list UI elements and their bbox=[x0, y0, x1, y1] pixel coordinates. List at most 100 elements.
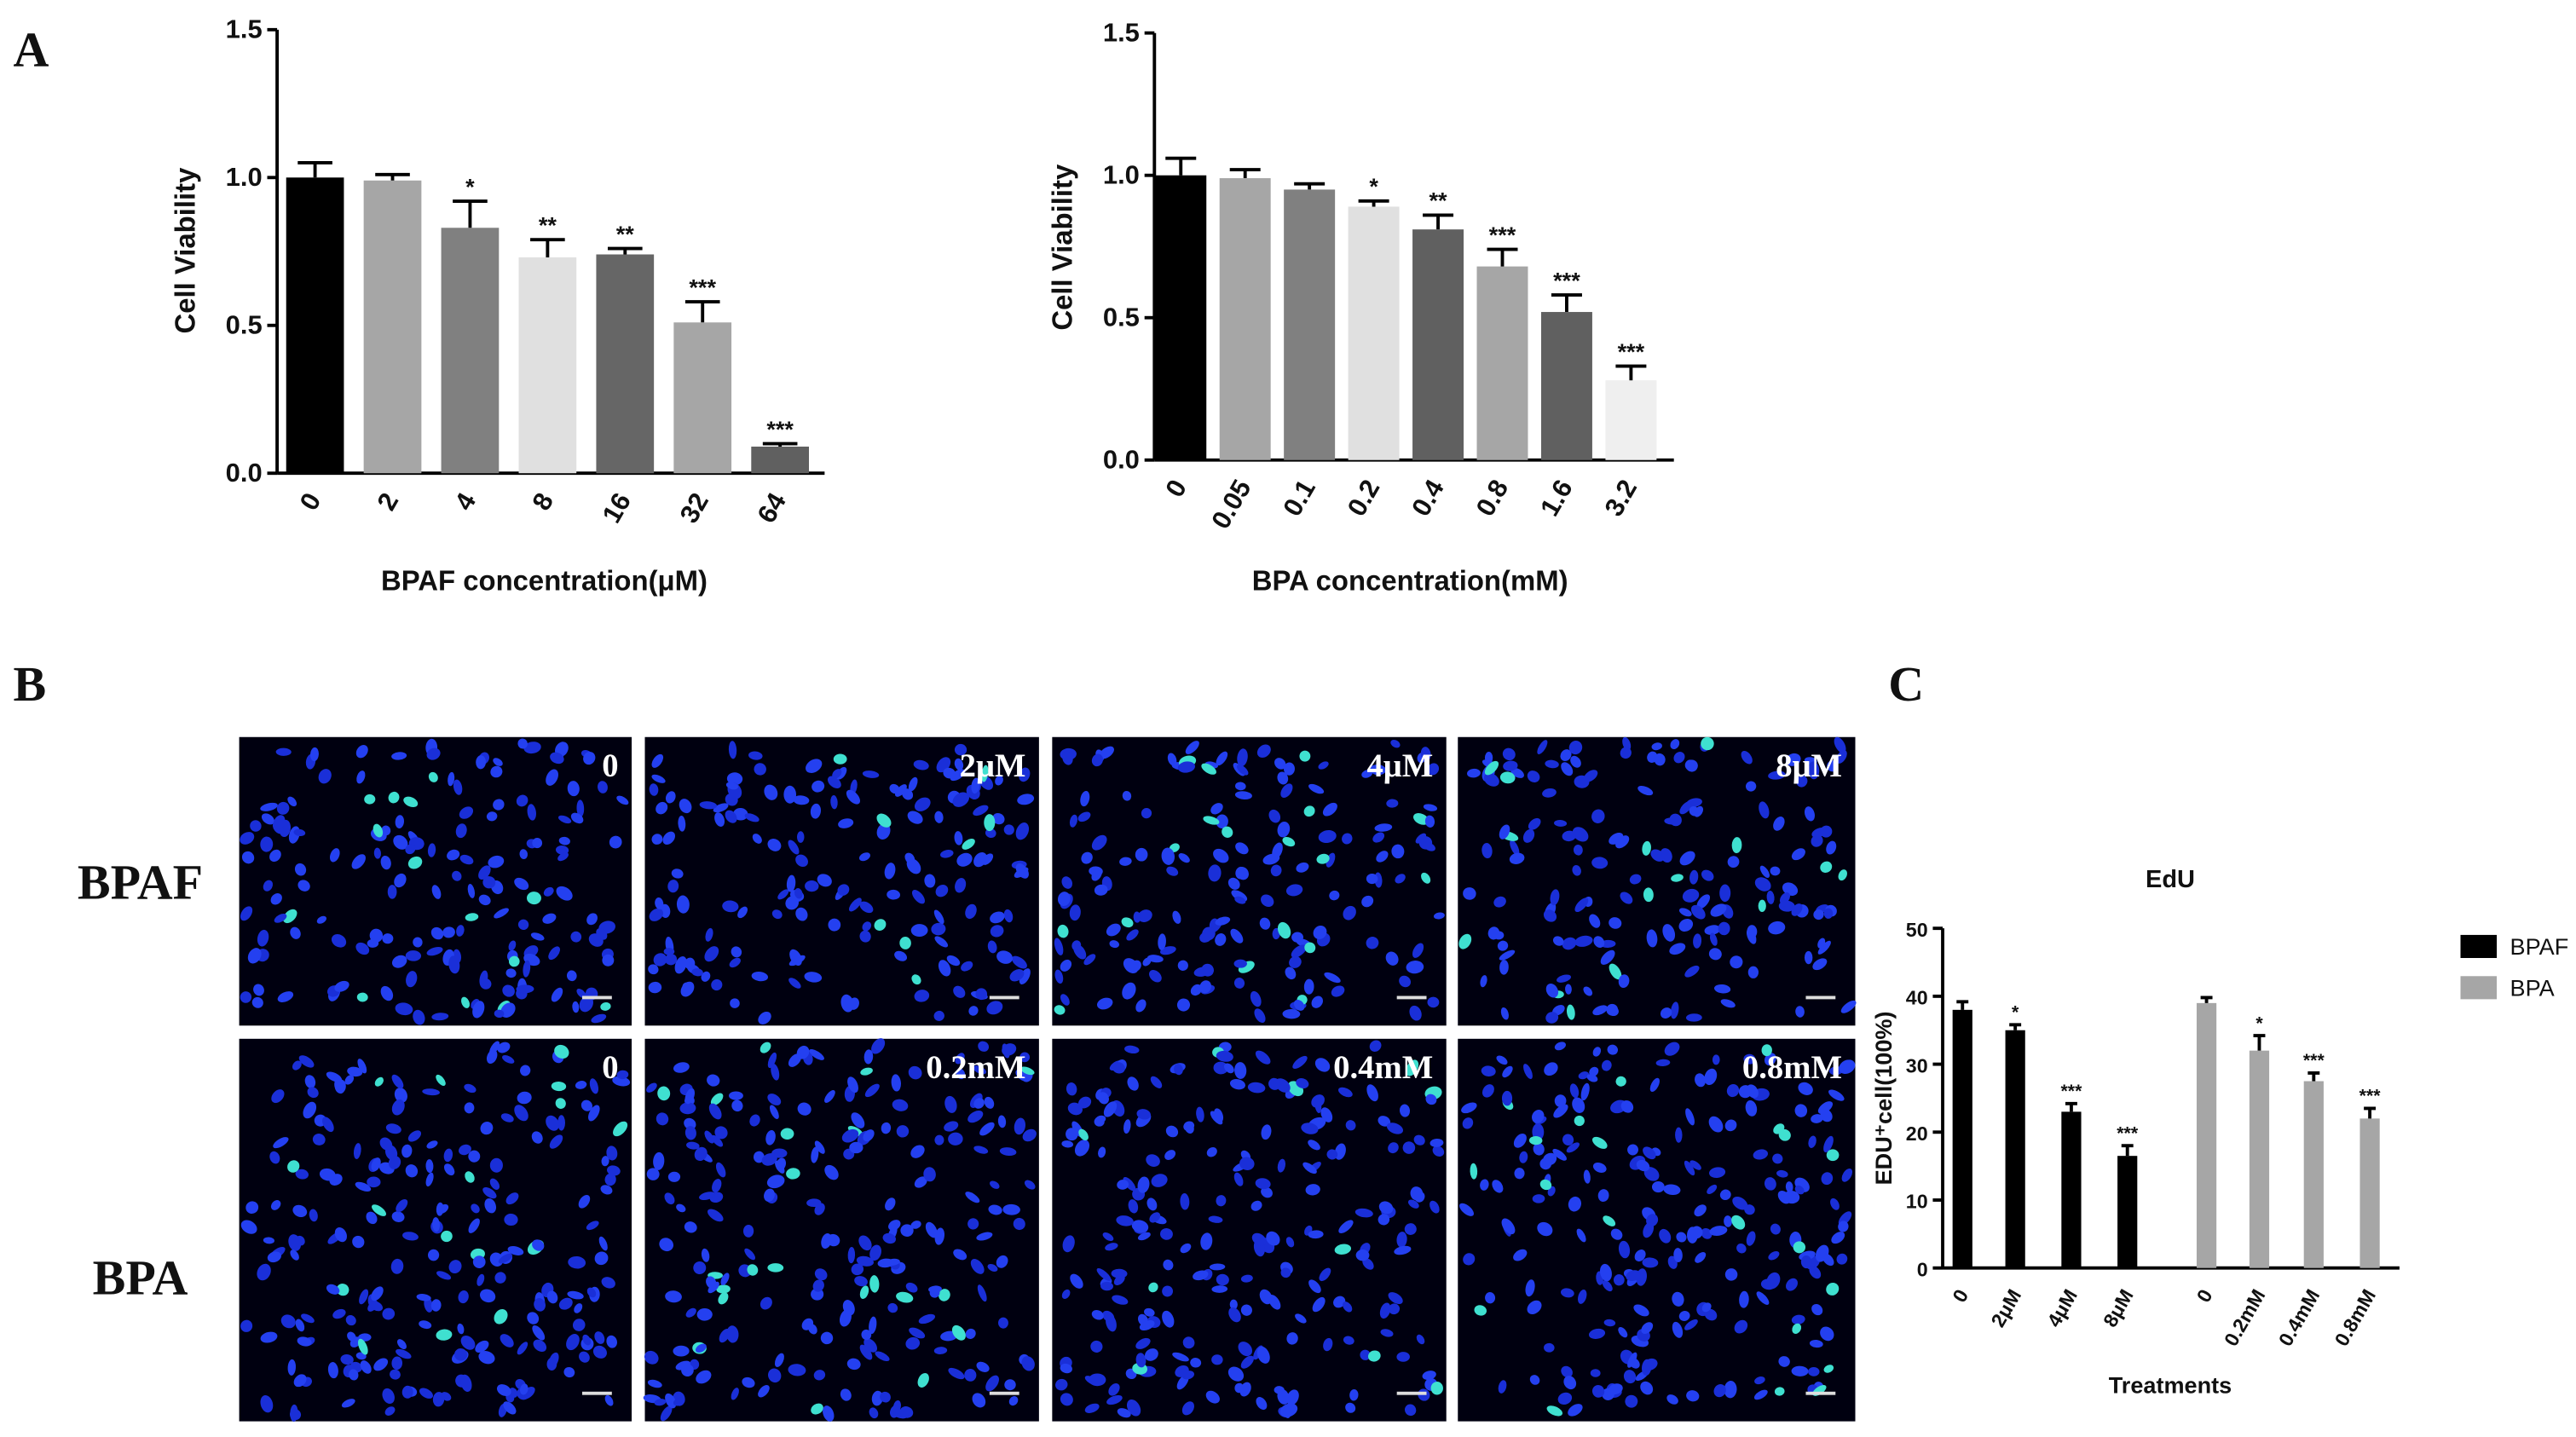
nucleus bbox=[574, 1303, 583, 1313]
nucleus bbox=[769, 1105, 779, 1119]
nucleus bbox=[1323, 1337, 1333, 1352]
nucleus bbox=[1813, 909, 1824, 920]
nucleus bbox=[1329, 890, 1340, 901]
nucleus bbox=[1533, 1142, 1545, 1156]
nucleus bbox=[1525, 1279, 1535, 1297]
nucleus bbox=[1094, 884, 1108, 896]
nucleus bbox=[1820, 1326, 1834, 1342]
nucleus bbox=[479, 970, 488, 987]
nucleus bbox=[1210, 803, 1223, 815]
nucleus bbox=[1542, 788, 1557, 798]
nucleus bbox=[1181, 1401, 1194, 1416]
nucleus bbox=[765, 1129, 776, 1146]
nucleus bbox=[388, 791, 400, 804]
nucleus bbox=[1313, 926, 1327, 939]
nucleus bbox=[854, 1276, 868, 1287]
nucleus bbox=[730, 998, 740, 1008]
nucleus bbox=[505, 1192, 519, 1205]
nucleus bbox=[1572, 827, 1589, 842]
nucleus bbox=[431, 885, 442, 899]
nucleus bbox=[695, 1343, 707, 1353]
nucleus bbox=[1626, 1270, 1641, 1281]
nucleus bbox=[316, 915, 326, 924]
micrograph: 0 bbox=[239, 736, 632, 1026]
nucleus bbox=[527, 1312, 540, 1324]
nucleus bbox=[1255, 1050, 1271, 1065]
nucleus bbox=[1592, 1047, 1602, 1057]
nucleus bbox=[391, 1099, 405, 1116]
nucleus bbox=[1366, 937, 1379, 949]
nucleus bbox=[586, 913, 598, 926]
y-tick-label: 0.5 bbox=[226, 309, 263, 339]
nucleus bbox=[1022, 1128, 1037, 1142]
nucleus bbox=[975, 988, 988, 1001]
nucleus bbox=[1123, 1119, 1131, 1134]
nucleus bbox=[1060, 994, 1070, 1006]
nucleus bbox=[788, 978, 801, 989]
nucleus bbox=[961, 961, 973, 972]
nucleus bbox=[534, 1298, 546, 1312]
nucleus bbox=[1601, 1059, 1612, 1071]
nucleus bbox=[1731, 837, 1742, 854]
nucleus bbox=[457, 1323, 465, 1335]
nucleus bbox=[987, 940, 997, 954]
nucleus bbox=[1643, 887, 1654, 903]
nucleus bbox=[1463, 887, 1476, 900]
nucleus bbox=[405, 1164, 419, 1178]
nucleus bbox=[359, 1289, 369, 1305]
nucleus bbox=[1190, 984, 1203, 996]
nucleus bbox=[944, 1121, 959, 1132]
nucleus bbox=[546, 1357, 557, 1371]
nucleus bbox=[402, 1232, 419, 1241]
nucleus bbox=[1122, 790, 1132, 801]
nucleus bbox=[1670, 1001, 1679, 1019]
nucleus bbox=[1793, 1241, 1806, 1254]
nucleus bbox=[592, 1345, 607, 1359]
nucleus bbox=[1574, 1115, 1585, 1127]
nucleus bbox=[1590, 1369, 1601, 1377]
x-axis-label: BPA concentration(mM) bbox=[1252, 565, 1568, 597]
nucleus bbox=[714, 1126, 728, 1140]
nucleus bbox=[591, 1013, 607, 1024]
x-tick-label: 0.4 bbox=[1406, 474, 1450, 521]
nucleus bbox=[494, 908, 509, 919]
nucleus bbox=[1546, 1405, 1563, 1417]
significance: *** bbox=[766, 416, 794, 442]
nucleus bbox=[1529, 1375, 1540, 1385]
nucleus bbox=[329, 848, 340, 863]
nucleus bbox=[579, 1351, 590, 1363]
nucleus bbox=[1759, 865, 1770, 878]
nucleus bbox=[934, 1134, 944, 1146]
nucleus bbox=[1768, 920, 1786, 935]
nucleus bbox=[290, 1409, 302, 1421]
nucleus bbox=[1395, 874, 1406, 884]
nucleus bbox=[310, 747, 319, 762]
nucleus bbox=[1103, 1101, 1118, 1117]
nucleus bbox=[884, 863, 896, 880]
nucleus bbox=[767, 838, 782, 851]
nucleus bbox=[725, 782, 738, 790]
nucleus bbox=[1593, 936, 1605, 948]
nucleus bbox=[493, 758, 503, 766]
nucleus bbox=[705, 927, 713, 942]
nucleus bbox=[1416, 1334, 1425, 1345]
nucleus bbox=[340, 1353, 354, 1365]
nucleus bbox=[1572, 864, 1581, 876]
nucleus bbox=[1326, 1149, 1338, 1160]
nucleus bbox=[527, 804, 536, 821]
nucleus bbox=[1180, 1193, 1190, 1210]
nucleus bbox=[1096, 1267, 1112, 1281]
nucleus bbox=[693, 1261, 707, 1274]
nucleus bbox=[708, 1103, 722, 1120]
y-tick-label: 0.0 bbox=[226, 458, 263, 488]
nucleus bbox=[543, 886, 554, 897]
nucleus bbox=[1649, 1077, 1660, 1093]
nucleus bbox=[1285, 1237, 1295, 1248]
error-bar bbox=[2065, 1101, 2077, 1112]
nucleus bbox=[1827, 760, 1839, 772]
nucleus bbox=[1415, 833, 1427, 844]
nucleus bbox=[1270, 864, 1282, 877]
nucleus bbox=[696, 1307, 713, 1321]
nucleus bbox=[972, 1393, 986, 1408]
